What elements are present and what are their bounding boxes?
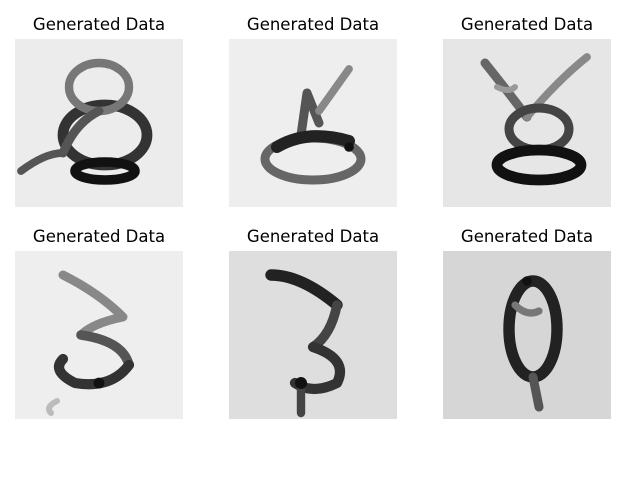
- generated-image: [15, 39, 183, 207]
- panel-title: Generated Data: [246, 15, 380, 34]
- generated-image: [443, 251, 611, 419]
- generated-image: [229, 39, 397, 207]
- panel-title: Generated Data: [460, 227, 594, 246]
- panel-title: Generated Data: [32, 227, 166, 246]
- panel-title: Generated Data: [246, 227, 380, 246]
- panel-title: Generated Data: [32, 15, 166, 34]
- generated-image: [229, 251, 397, 419]
- panel-title: Generated Data: [460, 15, 594, 34]
- generated-image: [443, 39, 611, 207]
- generated-image: [15, 251, 183, 419]
